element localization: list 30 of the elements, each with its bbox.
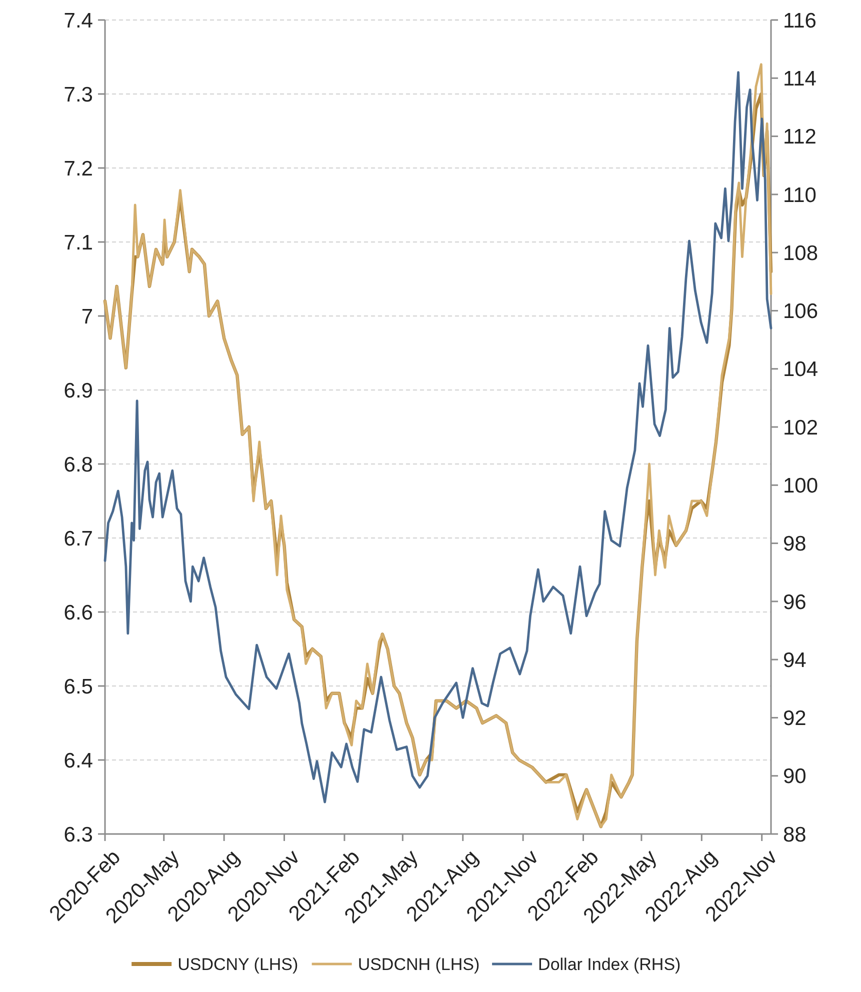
y-tick-label: 6.9 (64, 379, 93, 402)
y-tick-label: 6.7 (64, 527, 93, 550)
y2-tick-label: 116 (783, 9, 816, 32)
y-tick-label: 6.3 (64, 823, 93, 846)
y-tick-label: 7.3 (64, 83, 93, 106)
y2-tick-label: 108 (783, 242, 818, 265)
y2-tick-label: 90 (783, 765, 806, 788)
y2-tick-label: 112 (783, 126, 816, 149)
legend-label: Dollar Index (RHS) (538, 955, 681, 974)
y2-tick-label: 98 (783, 532, 806, 556)
y2-tick-label: 88 (783, 823, 806, 846)
y-tick-label: 6.6 (64, 601, 93, 624)
y2-tick-label: 100 (783, 474, 818, 498)
y2-tick-label: 96 (783, 590, 806, 614)
y-tick-label: 7.4 (64, 9, 94, 32)
legend-label: USDCNY (LHS) (178, 955, 298, 974)
y-tick-label: 7 (81, 305, 93, 328)
y-tick-label: 7.1 (64, 231, 93, 254)
y2-tick-label: 104 (783, 358, 818, 382)
y-tick-label: 6.5 (64, 675, 93, 698)
y2-tick-label: 94 (783, 648, 807, 672)
y-tick-label: 7.2 (64, 157, 93, 180)
y2-tick-label: 114 (783, 67, 817, 90)
y2-tick-label: 92 (783, 707, 806, 730)
y-tick-label: 6.8 (64, 453, 93, 476)
y2-tick-label: 102 (783, 416, 818, 440)
y2-tick-label: 106 (783, 300, 818, 324)
legend-label: USDCNH (LHS) (358, 955, 480, 974)
y-tick-label: 6.4 (64, 749, 94, 772)
y2-tick-label: 110 (783, 184, 816, 207)
